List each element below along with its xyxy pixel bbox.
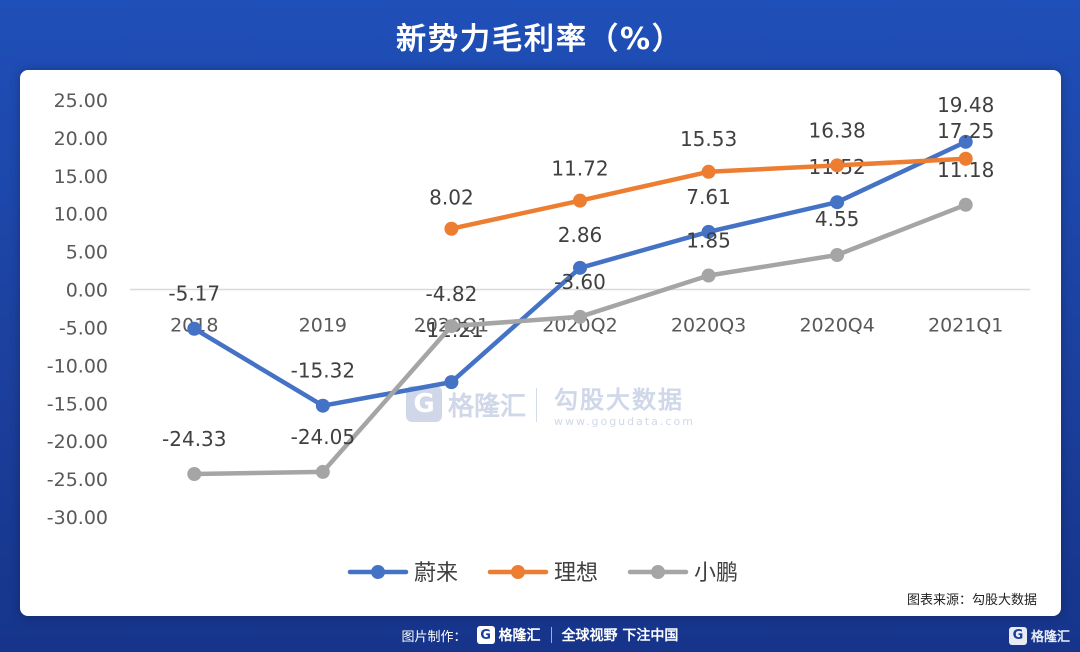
- data-label: 15.53: [680, 127, 737, 151]
- data-point: [573, 309, 587, 324]
- y-tick-label: -10.00: [47, 355, 108, 377]
- footer-slogan: 全球视野 下注中国: [561, 628, 679, 644]
- corner-brand: 格隆汇: [1030, 630, 1070, 645]
- data-point: [444, 221, 459, 236]
- chart-panel: G 格隆汇 勾股大数据 www.gogudata.com 25.00 20.00 1…: [20, 70, 1061, 616]
- footer-logo: G 格隆汇: [476, 625, 541, 645]
- y-tick-label: 25.00: [54, 90, 108, 112]
- footer-brand: 格隆汇: [498, 628, 541, 644]
- footer: 图片制作： G 格隆汇 全球视野 下注中国: [0, 618, 1080, 652]
- chart-title: 新势力毛利率（%）: [395, 22, 685, 57]
- y-tick-label: 10.00: [54, 204, 108, 226]
- y-tick-label: -30.00: [47, 507, 108, 529]
- data-label: -24.05: [291, 425, 355, 449]
- data-label: 1.85: [686, 229, 731, 253]
- watermark-right: 勾股大数据 www.gogudata.com: [554, 380, 695, 428]
- legend-marker: [511, 565, 525, 579]
- data-label: 7.61: [686, 185, 731, 209]
- legend-label: 蔚来: [414, 561, 458, 586]
- data-label: 8.02: [429, 186, 474, 210]
- data-point: [573, 193, 587, 208]
- data-label: 11.18: [937, 158, 994, 182]
- data-point: [958, 197, 973, 212]
- data-label: 19.48: [937, 93, 994, 117]
- x-tick-label: 2019: [299, 315, 347, 337]
- watermark-divider: [536, 388, 537, 422]
- data-label: -24.33: [162, 427, 226, 451]
- y-tick-label: -15.00: [47, 393, 108, 415]
- data-point: [444, 319, 459, 334]
- data-point: [701, 268, 716, 283]
- data-label: 4.55: [815, 207, 860, 231]
- x-tick-label: 2021Q1: [928, 315, 1003, 337]
- data-point: [187, 321, 202, 336]
- y-tick-label: -5.00: [59, 317, 108, 339]
- data-point: [830, 158, 845, 173]
- data-label: -4.82: [426, 282, 478, 306]
- watermark-logo: G 格隆汇: [406, 382, 528, 426]
- gelonghui-logo-icon: G: [476, 626, 495, 644]
- data-point: [701, 164, 716, 179]
- data-point: [444, 375, 459, 390]
- y-tick-label: 20.00: [54, 128, 108, 150]
- corner-logo: G 格隆汇: [1008, 626, 1070, 645]
- data-label: 2.86: [558, 223, 603, 247]
- gelonghui-logo-icon: G: [1008, 626, 1027, 645]
- source-note: 图表来源：勾股大数据: [906, 593, 1037, 608]
- footer-label: 图片制作：: [401, 629, 467, 645]
- y-tick-label: -20.00: [47, 431, 108, 453]
- data-label: -5.17: [168, 282, 220, 306]
- x-tick-label: 2020Q3: [671, 315, 746, 337]
- data-label: -15.32: [291, 359, 355, 383]
- y-tick-label: 15.00: [54, 166, 108, 188]
- data-point: [573, 260, 587, 275]
- data-point: [958, 134, 973, 149]
- x-tick-label: 2020Q4: [799, 315, 874, 337]
- footer-divider: [550, 627, 552, 643]
- gelonghui-logo-icon: G: [406, 386, 442, 422]
- legend-label: 理想: [554, 561, 598, 586]
- data-point: [315, 398, 330, 413]
- y-tick-label: -25.00: [47, 469, 108, 491]
- legend-marker: [651, 565, 665, 579]
- data-label: 16.38: [809, 118, 866, 142]
- data-point: [187, 467, 202, 482]
- data-point: [830, 195, 845, 210]
- data-label: -3.60: [554, 270, 606, 294]
- watermark-brand2: 勾股大数据: [554, 386, 684, 414]
- watermark-brand: 格隆汇: [448, 391, 527, 422]
- data-label: 17.25: [937, 119, 994, 143]
- data-point: [830, 248, 845, 263]
- y-tick-label: 0.00: [66, 280, 108, 302]
- data-point: [701, 224, 716, 239]
- watermark-url: www.gogudata.com: [554, 415, 695, 428]
- data-label: 11.72: [551, 157, 608, 181]
- line-chart: 25.00 20.00 15.00 10.00 5.00 0.00 -5.00 -10.00 -…: [47, 90, 1030, 586]
- legend-label: 小鹏: [694, 561, 738, 586]
- data-point: [315, 464, 330, 479]
- legend-marker: [371, 565, 385, 579]
- y-tick-label: 5.00: [66, 242, 108, 264]
- data-point: [958, 151, 973, 166]
